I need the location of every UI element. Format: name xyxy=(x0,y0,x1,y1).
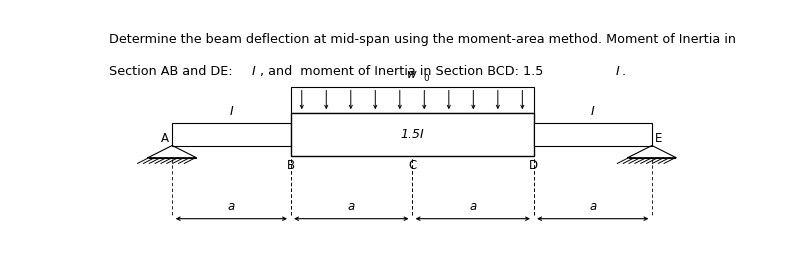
Text: I: I xyxy=(590,105,594,118)
Text: A: A xyxy=(161,131,169,144)
Text: C: C xyxy=(407,159,416,172)
Text: a: a xyxy=(227,200,234,213)
Text: .: . xyxy=(621,65,625,78)
Text: a: a xyxy=(589,200,596,213)
Text: a: a xyxy=(347,200,354,213)
Text: I: I xyxy=(229,105,233,118)
Text: D: D xyxy=(528,159,537,172)
Bar xyxy=(533,123,651,145)
Text: 0: 0 xyxy=(422,74,429,83)
Text: I: I xyxy=(251,65,255,78)
Text: Determine the beam deflection at mid-span using the moment-area method. Moment o: Determine the beam deflection at mid-spa… xyxy=(108,33,735,46)
Bar xyxy=(172,123,290,145)
Bar xyxy=(290,87,533,113)
Text: , and  moment of Inertia in Section BCD: 1.5: , and moment of Inertia in Section BCD: … xyxy=(259,65,543,78)
Text: w: w xyxy=(407,68,416,82)
Text: Section AB and DE:: Section AB and DE: xyxy=(108,65,236,78)
Text: B: B xyxy=(286,159,294,172)
Text: a: a xyxy=(469,200,476,213)
Text: E: E xyxy=(654,131,662,144)
Bar xyxy=(290,113,533,156)
Text: 1.5I: 1.5I xyxy=(400,128,423,141)
Text: I: I xyxy=(614,65,618,78)
